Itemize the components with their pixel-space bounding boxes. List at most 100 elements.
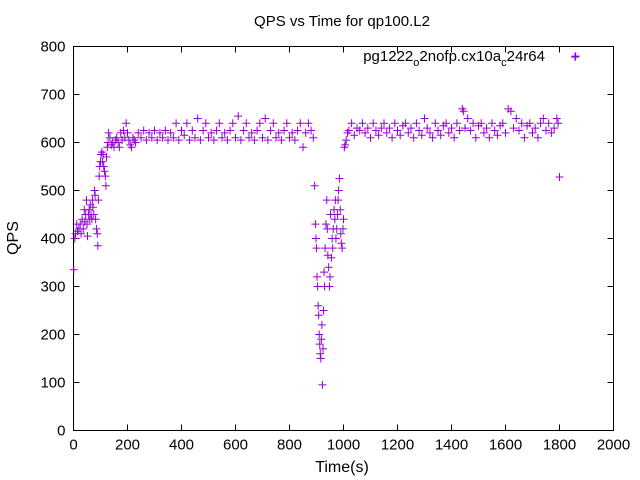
data-point [105, 133, 114, 142]
data-point [201, 119, 210, 128]
data-point [145, 128, 154, 137]
data-point [334, 186, 343, 195]
data-point [172, 119, 181, 128]
data-point [544, 119, 553, 128]
data-point [321, 244, 330, 253]
data-point [366, 133, 375, 142]
data-point [342, 136, 351, 145]
data-point [455, 126, 464, 135]
data-point [94, 196, 103, 205]
data-point [307, 126, 316, 135]
series-points [69, 52, 580, 389]
data-point [330, 215, 339, 224]
data-point [209, 136, 218, 145]
data-point [239, 126, 248, 135]
data-point [515, 126, 523, 135]
data-point [331, 234, 340, 243]
data-point [477, 119, 486, 128]
data-point [321, 220, 330, 229]
data-point [127, 143, 136, 152]
data-point [326, 210, 335, 219]
data-point [269, 119, 278, 128]
data-point [199, 126, 208, 135]
data-point [309, 133, 318, 142]
data-point [417, 131, 426, 140]
data-point [420, 114, 429, 123]
data-point [70, 234, 79, 243]
data-point [153, 136, 162, 145]
data-point [101, 172, 110, 181]
data-point [93, 229, 102, 238]
data-point [245, 133, 253, 142]
data-point [263, 136, 272, 145]
data-point [315, 330, 324, 339]
x-tick-label: 200 [115, 437, 140, 454]
legend-label-part: 24r64 [507, 48, 545, 65]
data-point [318, 380, 327, 389]
data-point [407, 124, 415, 133]
data-point [542, 126, 550, 135]
x-tick-label: 1000 [327, 437, 360, 454]
data-point [174, 136, 183, 145]
data-point [314, 301, 323, 310]
data-point [123, 128, 132, 137]
data-point [539, 114, 548, 123]
data-point [531, 124, 540, 133]
data-point [377, 124, 386, 133]
x-tick-label: 400 [169, 437, 194, 454]
data-point [120, 133, 129, 142]
data-point [525, 119, 534, 128]
data-point [215, 119, 224, 128]
data-point [193, 114, 202, 123]
legend: pg1222o2nofp.cx10ac24r64 [363, 48, 579, 69]
data-point [311, 220, 320, 229]
data-point [76, 220, 85, 229]
x-tick-label: 0 [69, 437, 77, 454]
data-point [404, 128, 413, 137]
data-point [461, 124, 469, 133]
data-point [88, 203, 97, 212]
data-point [101, 181, 110, 190]
data-point [447, 124, 456, 133]
data-point [242, 119, 251, 128]
data-point [380, 119, 388, 128]
data-point [571, 52, 580, 61]
data-point [344, 126, 353, 135]
legend-label-part: 2nofp.cx10a [419, 48, 501, 65]
y-tick-label: 400 [40, 231, 65, 248]
data-point [261, 114, 270, 123]
data-point [204, 133, 213, 142]
chart-title: QPS vs Time for qp100.L2 [254, 13, 430, 30]
x-tick-label: 1200 [381, 437, 414, 454]
data-point [401, 119, 410, 128]
data-point [371, 126, 380, 135]
data-point [396, 131, 405, 140]
data-point [250, 136, 259, 145]
data-point [361, 128, 370, 137]
data-point [99, 162, 108, 171]
data-point [485, 133, 494, 142]
data-point [442, 119, 451, 128]
data-point [293, 126, 302, 135]
data-point [528, 128, 537, 137]
y-tick-label: 200 [40, 327, 65, 344]
data-point [114, 138, 123, 147]
y-tick-label: 100 [40, 375, 65, 392]
data-point [102, 152, 111, 161]
data-point [220, 128, 229, 137]
data-point [79, 224, 88, 233]
data-point [552, 114, 561, 123]
y-tick-label: 500 [40, 183, 65, 200]
data-point [550, 124, 559, 133]
data-point [212, 126, 221, 135]
data-point [150, 126, 159, 135]
data-point [103, 143, 112, 152]
data-point [382, 128, 391, 137]
data-point [326, 272, 334, 281]
data-point [322, 196, 331, 205]
data-point [338, 244, 347, 253]
data-point [119, 126, 128, 135]
data-point [431, 119, 440, 128]
